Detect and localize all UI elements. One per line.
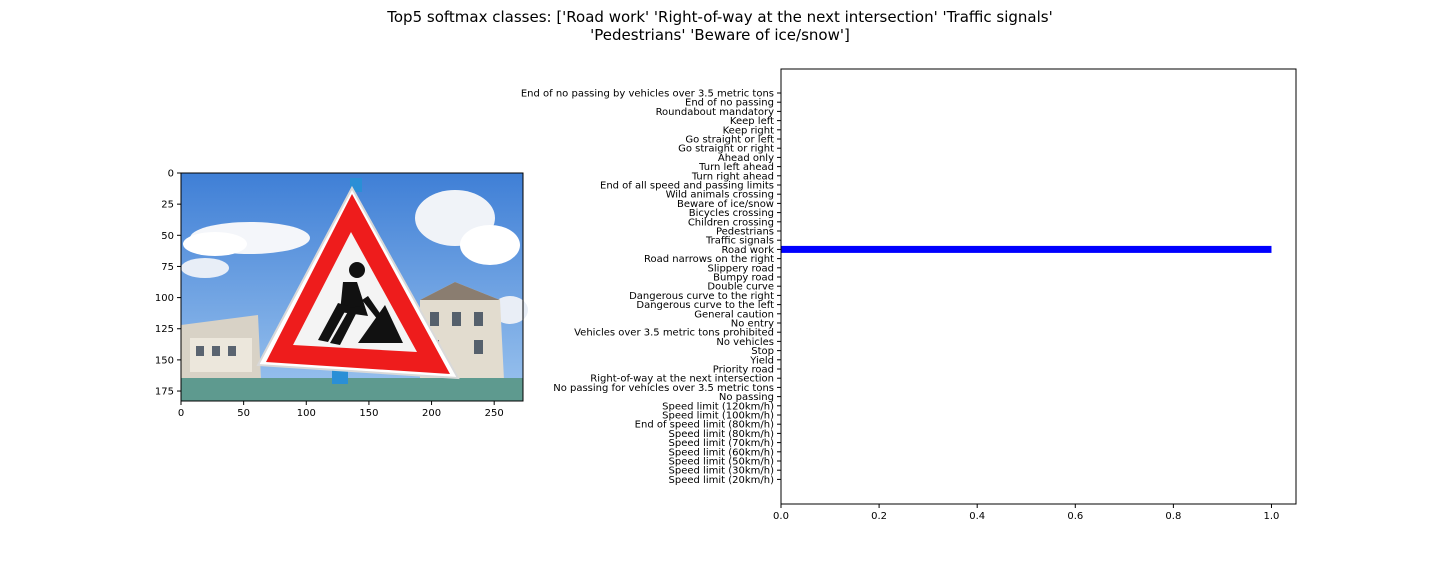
bar-category-label: Speed limit (30km/h)	[669, 466, 775, 477]
bar-category-label: Speed limit (50km/h)	[669, 457, 775, 468]
image-y-tick-label: 175	[155, 387, 174, 398]
bar-category-label: Bicycles crossing	[689, 208, 774, 219]
figure-title: Top5 softmax classes: ['Road work' 'Righ…	[0, 8, 1440, 44]
bar-category-label: Bumpy road	[713, 273, 774, 284]
bar	[781, 245, 1272, 253]
bar-category-label: Keep left	[730, 116, 774, 127]
bar-category-label: Roundabout mandatory	[656, 107, 775, 118]
image-y-tick-label: 125	[155, 324, 174, 335]
bar-x-tick-label: 0.4	[969, 511, 985, 522]
bar-category-label: Road narrows on the right	[644, 254, 774, 265]
image-axes: 0 50 100 150 200 250 0 25 50 75 100 125 150 175	[155, 169, 528, 419]
bar-category-label: Priority road	[713, 365, 774, 376]
bar-category-label: End of no passing	[685, 98, 774, 109]
image-y-tick-label: 0	[168, 169, 174, 180]
bar-category-label: Speed limit (80km/h)	[669, 429, 775, 440]
bar-category-label: Ahead only	[718, 153, 774, 164]
image-x-tick-label: 150	[359, 408, 378, 419]
image-x-tick-label: 200	[422, 408, 441, 419]
bar-category-label: Speed limit (120km/h)	[662, 401, 774, 412]
image-x-tick-label: 50	[237, 408, 250, 419]
bar-category-label: Double curve	[707, 282, 774, 293]
figure-title-line-1: Top5 softmax classes: ['Road work' 'Righ…	[387, 8, 1053, 26]
image-x-tick-label: 0	[178, 408, 184, 419]
image-x-tick-label: 250	[485, 408, 504, 419]
bar-category-label: Go straight or right	[678, 144, 774, 155]
bar-category-label: Yield	[749, 355, 774, 366]
bar-category-label: End of all speed and passing limits	[600, 181, 774, 192]
bar-category-label: Pedestrians	[716, 227, 774, 238]
bar-x-tick-label: 0.0	[773, 511, 789, 522]
bar-category-label: Wild animals crossing	[666, 190, 774, 201]
bar-category-label: No passing for vehicles over 3.5 metric …	[553, 383, 774, 394]
bar-x-tick-label: 0.2	[871, 511, 887, 522]
road-work-sign-photo	[181, 173, 528, 401]
bar-category-label: Speed limit (70km/h)	[669, 438, 775, 449]
image-y-tick-label: 100	[155, 293, 174, 304]
bar-x-tick-label: 0.6	[1067, 511, 1083, 522]
bar-category-label: No passing	[719, 392, 774, 403]
image-y-tick-label: 25	[161, 200, 174, 211]
bar-category-label: Right-of-way at the next intersection	[590, 374, 774, 385]
bar-category-label: No vehicles	[716, 337, 774, 348]
bar-category-label: Dangerous curve to the left	[636, 300, 774, 311]
bar-category-label: Turn left ahead	[698, 162, 774, 173]
bar-category-label: Speed limit (60km/h)	[669, 447, 775, 458]
bar-category-label: Turn right ahead	[691, 171, 774, 182]
bar-category-label: Dangerous curve to the right	[629, 291, 774, 302]
image-y-tick-label: 75	[161, 262, 174, 273]
figure-title-line-2: 'Pedestrians' 'Beware of ice/snow']	[590, 26, 850, 44]
bar-axes: 0.0 0.2 0.4 0.6 0.8 1.0 Speed limit (20km/h)S…	[521, 68, 1297, 522]
bar-x-tick-label: 1.0	[1264, 511, 1280, 522]
bar-category-label: Children crossing	[688, 217, 774, 228]
bar-category-label: End of speed limit (80km/h)	[635, 420, 774, 431]
bar-category-label: Go straight or left	[685, 135, 774, 146]
bar-category-label: Speed limit (100km/h)	[662, 411, 774, 422]
bar-category-label: End of no passing by vehicles over 3.5 m…	[521, 89, 774, 100]
bar-category-label: General caution	[694, 309, 774, 320]
bar-x-tick-label: 0.8	[1165, 511, 1181, 522]
bar-category-label: Keep right	[723, 125, 774, 136]
bar-category-label: Road work	[722, 245, 775, 256]
image-y-tick-label: 50	[161, 231, 174, 242]
image-x-tick-label: 100	[297, 408, 316, 419]
bar-category-label: Slippery road	[708, 263, 774, 274]
bar-category-label: Vehicles over 3.5 metric tons prohibited	[574, 328, 774, 339]
bar-category-label: Speed limit (20km/h)	[669, 475, 775, 486]
bar-category-label: Traffic signals	[705, 236, 774, 247]
bar-category-label: No entry	[731, 319, 774, 330]
bar-category-label: Beware of ice/snow	[677, 199, 774, 210]
image-y-tick-label: 150	[155, 355, 174, 366]
bar-category-label: Stop	[751, 346, 774, 357]
